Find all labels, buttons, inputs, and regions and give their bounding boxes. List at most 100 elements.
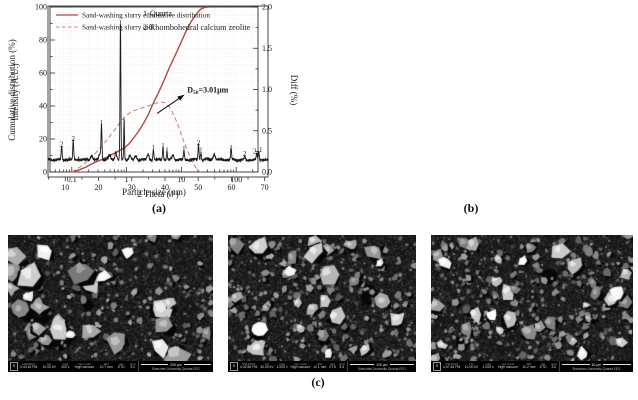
sem-scale-label: 50 μm <box>591 362 602 367</box>
annotation-arrow <box>156 94 185 114</box>
svg-text:0.0: 0.0 <box>262 168 272 177</box>
sem-micrograph-1 <box>8 235 213 361</box>
sem-image-2: S 5/11/2023 4:32:56 PM HV 30.00 kV mag 1,000 x… <box>228 235 416 372</box>
sem-info-field: HV 30.00 kV <box>260 361 274 370</box>
sem-scale-label: 200 μm <box>170 362 182 367</box>
svg-text:2: 2 <box>253 147 257 155</box>
sem-info-bar-3: S 5/11/2023 4:47:46 PM HV 10.00 kV mag 2,000 x… <box>431 361 633 372</box>
svg-text:60: 60 <box>227 183 235 192</box>
svg-text:1: 1 <box>229 144 233 152</box>
sem-info-field: mag 1,000 x <box>276 361 288 370</box>
svg-text:100: 100 <box>230 175 242 184</box>
plot-border <box>47 5 269 178</box>
legend-label-cumulative: Sand-washing slurry cumulative distribut… <box>82 12 210 20</box>
panel-a-caption: (a) <box>152 201 166 215</box>
sem-metadata-fields: 1/22/2021 4:43:16 PM HV 10.00 kV mag 400 x vac… <box>20 361 136 372</box>
sem-info-field: vac mode High vacuum <box>74 361 95 370</box>
svg-text:1: 1 <box>161 142 165 150</box>
sem-credit-label: Shenzhen University Quanta FEG <box>357 366 406 371</box>
legend-zeolite: 2-Rhombohedral calcium zeolite <box>143 23 251 32</box>
sem-micrograph-3 <box>431 235 633 361</box>
sem-info-field: mag 400 x <box>61 361 70 370</box>
svg-text:10: 10 <box>61 183 69 192</box>
svg-text:0.5: 0.5 <box>262 126 272 135</box>
sem-info-field: vac mode High vacuum <box>290 361 311 370</box>
sem-vendor-logo: S <box>433 362 441 371</box>
left-y-axis-label: Cumulative distribution (%) <box>7 39 17 141</box>
data-series <box>71 6 210 173</box>
svg-text:20: 20 <box>39 135 47 144</box>
legend-label-diff: Sand-washing slurry diff <box>82 24 154 32</box>
cumulative-curve <box>71 6 210 173</box>
sem-metadata-fields: 5/11/2023 4:47:46 PM HV 10.00 kV mag 2,000 x v… <box>443 361 557 372</box>
annotation-text: D50=3.01μm <box>187 85 228 96</box>
sem-info-bar-1: S 1/22/2021 4:43:16 PM HV 10.00 kV mag 400 x va… <box>8 361 213 372</box>
sem-image-3: S 5/11/2023 4:47:46 PM HV 10.00 kV mag 2,000 x… <box>431 235 633 372</box>
svg-text:2: 2 <box>197 139 201 147</box>
sem-scale-bar: 200 μm <box>140 362 212 367</box>
x-axis-label: Particle size (μm) <box>122 187 186 197</box>
svg-text:30: 30 <box>128 183 136 192</box>
right-y-axis-label: Diff (%) <box>289 75 299 106</box>
sem-info-field: det ETD <box>117 361 125 370</box>
sem-info-field: WD 10.7 mm <box>99 361 113 370</box>
sem-info-field: 5/11/2023 4:47:46 PM <box>443 361 461 370</box>
sem-scalebar-block: 50 μm Shenzhen University Quanta FEG <box>558 361 632 372</box>
svg-text:70: 70 <box>261 183 269 192</box>
sem-info-field: vac mode High vacuum <box>498 361 518 370</box>
sem-info-field: det ETD <box>539 361 547 370</box>
sem-info-field: spot 3.0 <box>129 361 136 370</box>
sem-image-1: S 1/22/2021 4:43:16 PM HV 10.00 kV mag 400 x va… <box>8 235 213 372</box>
d50-annotation: D50=3.01μm <box>156 85 229 114</box>
svg-text:1: 1 <box>199 147 203 155</box>
sem-info-field: mag 2,000 x <box>482 361 494 370</box>
svg-text:60: 60 <box>39 69 47 78</box>
svg-text:50: 50 <box>194 183 202 192</box>
svg-text:1: 1 <box>152 144 156 152</box>
svg-text:0: 0 <box>43 168 47 177</box>
sem-info-bar-2: S 5/11/2023 4:32:56 PM HV 30.00 kV mag 1,000 x… <box>228 361 416 372</box>
svg-text:1.0: 1.0 <box>262 85 272 94</box>
sem-scale-bar: 100 μm <box>349 362 414 367</box>
sem-info-field: 5/11/2023 4:32:56 PM <box>240 361 258 370</box>
x-axis-label: 2 Theta (/°) <box>137 189 178 199</box>
legend-quartz: 1-Quartz <box>143 9 172 18</box>
sem-scalebar-block: 100 μm Shenzhen University Quanta FEG <box>346 361 414 372</box>
sem-scale-bar: 50 μm <box>561 362 632 367</box>
xrd-intensity-trace <box>47 24 269 164</box>
svg-text:80: 80 <box>39 36 47 45</box>
svg-text:1.5: 1.5 <box>262 44 272 53</box>
legend: Sand-washing slurry cumulative distribut… <box>56 12 210 32</box>
sem-info-field: WD 10.2 mm <box>522 361 536 370</box>
svg-text:40: 40 <box>39 102 47 111</box>
phase-legend: 1-Quartz 2-Rhombohedral calcium zeolite <box>143 9 251 32</box>
diff-curve <box>71 101 202 173</box>
sem-info-field: 1/22/2021 4:43:16 PM <box>20 361 38 370</box>
sem-info-field: HV 10.00 kV <box>464 361 479 370</box>
svg-text:2: 2 <box>60 141 64 149</box>
svg-text:1: 1 <box>119 19 123 27</box>
sem-info-field: spot 3.5 <box>338 361 345 370</box>
svg-text:1: 1 <box>100 119 104 127</box>
sem-info-field: WD 12.1 mm <box>313 361 327 370</box>
axis-ticks <box>48 177 266 181</box>
panel-b-caption: (b) <box>463 201 479 215</box>
svg-text:1: 1 <box>125 175 129 184</box>
svg-text:100: 100 <box>35 3 47 12</box>
sem-vendor-logo: S <box>230 362 238 371</box>
svg-text:1: 1 <box>165 147 169 155</box>
sem-scalebar-block: 200 μm Shenzhen University Quanta FEG <box>137 361 212 372</box>
svg-text:2.0: 2.0 <box>262 3 272 12</box>
sem-info-field: det ETD <box>329 361 337 370</box>
axis-ticks <box>49 6 258 173</box>
sem-scale-label: 100 μm <box>376 362 388 367</box>
panel-c-caption: (c) <box>311 375 325 389</box>
panel-a-particle-size-chart: 0.1 1 10 100 0 20 40 60 80 100 0.0 0.5 1.0 1.5 2.0 San… <box>7 3 299 197</box>
y-axis-label: Intensity (A.U.) <box>10 63 20 120</box>
xrd-trace <box>47 24 269 164</box>
sem-credit-label: Shenzhen University Quanta FEG <box>151 366 200 371</box>
